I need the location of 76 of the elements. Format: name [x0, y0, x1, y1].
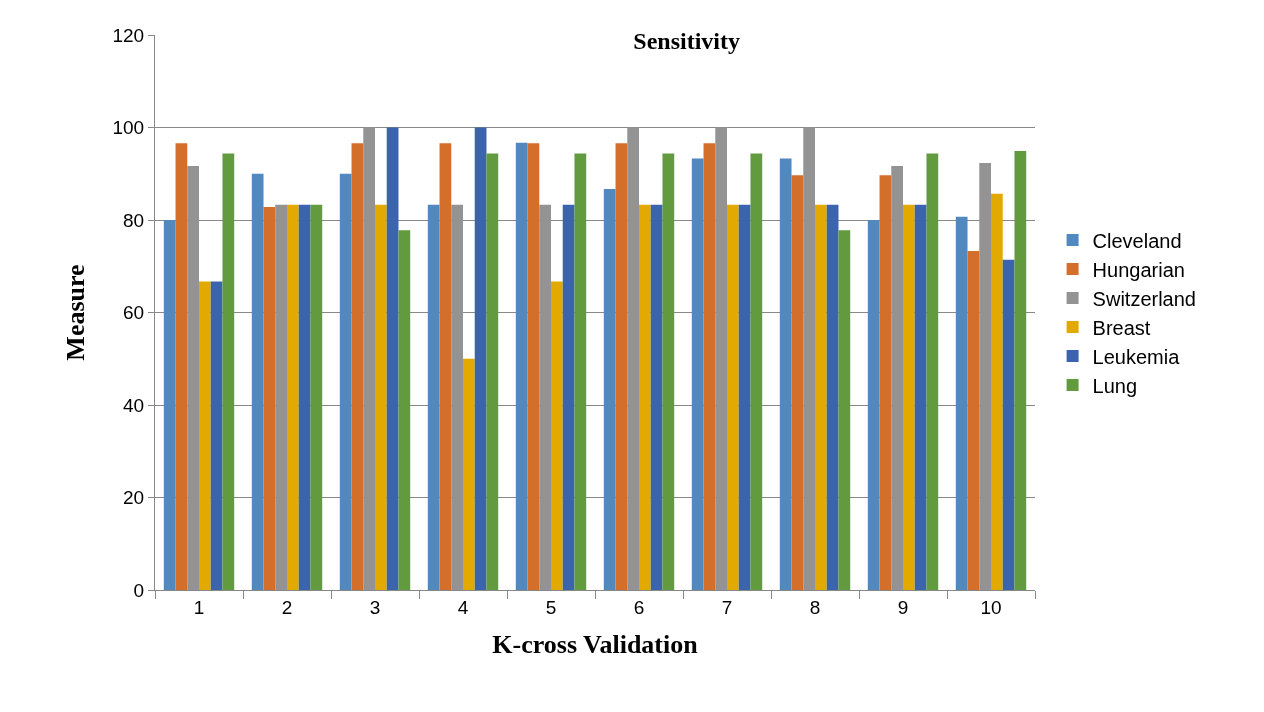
bar	[251, 173, 264, 590]
bar	[738, 204, 751, 590]
bar	[199, 281, 211, 590]
x-tick-label: 9	[897, 596, 909, 618]
bar	[310, 204, 323, 590]
bar	[486, 153, 499, 590]
bar	[691, 158, 704, 590]
bar	[398, 230, 411, 590]
bar	[427, 204, 440, 590]
bar	[527, 143, 540, 590]
bar	[386, 127, 399, 590]
bar	[955, 216, 968, 590]
y-tick-label: 100	[112, 117, 145, 139]
bar	[574, 153, 587, 590]
bar	[879, 175, 892, 590]
bar	[967, 250, 980, 590]
x-axis-title: K-cross Validation	[492, 630, 699, 660]
bar	[1002, 259, 1015, 590]
bar	[779, 158, 792, 590]
bar	[163, 220, 176, 590]
legend-label: Lung	[1092, 374, 1138, 397]
bar	[650, 204, 663, 590]
legend-label: Leukemia	[1092, 345, 1181, 368]
bar	[639, 204, 651, 590]
y-tick-label: 80	[123, 209, 145, 231]
bar	[339, 173, 352, 590]
bar	[662, 153, 675, 590]
bar	[750, 153, 763, 590]
bar	[298, 204, 311, 590]
bar	[375, 204, 387, 590]
x-tick-label: 5	[545, 596, 557, 618]
bar	[914, 204, 927, 590]
x-tick-label: 3	[369, 596, 381, 618]
x-tick-label: 7	[721, 596, 733, 618]
bar	[515, 142, 528, 590]
legend-label: Hungarian	[1092, 258, 1185, 281]
legend-label: Breast	[1092, 316, 1151, 339]
bar	[1014, 151, 1027, 590]
bar	[815, 204, 827, 590]
bar	[703, 143, 716, 590]
bar	[222, 153, 235, 590]
bar	[867, 220, 880, 590]
x-tick-label: 4	[457, 596, 469, 618]
bar	[463, 358, 475, 590]
bar	[926, 153, 939, 590]
legend-label: Cleveland	[1092, 229, 1182, 252]
x-tick-label: 8	[809, 596, 821, 618]
x-tick-label: 2	[281, 596, 293, 618]
bar	[826, 204, 839, 590]
bar	[210, 281, 223, 590]
bar	[791, 175, 804, 590]
chart-title: Sensitivity	[633, 27, 741, 54]
bar	[351, 143, 364, 590]
x-tick-label: 6	[633, 596, 645, 618]
bar	[603, 189, 616, 590]
bar	[263, 207, 276, 590]
bar	[474, 127, 487, 590]
y-tick-label: 20	[123, 487, 145, 509]
y-tick-label: 40	[123, 394, 145, 416]
bar	[439, 143, 452, 590]
x-tick-label: 10	[980, 596, 1002, 618]
y-tick-label: 60	[123, 302, 145, 324]
bar	[551, 281, 563, 590]
bar	[615, 143, 628, 590]
bar	[991, 193, 1003, 590]
bar	[838, 230, 851, 590]
y-tick-label: 120	[112, 24, 145, 46]
y-tick-label: 0	[133, 579, 145, 601]
y-axis-title: Measure	[60, 264, 90, 361]
bar	[562, 204, 575, 590]
bar	[727, 204, 739, 590]
bar	[175, 143, 188, 590]
x-tick-label: 1	[193, 596, 205, 618]
bar	[287, 204, 299, 590]
bar	[903, 204, 915, 590]
legend-label: Switzerland	[1092, 287, 1196, 310]
